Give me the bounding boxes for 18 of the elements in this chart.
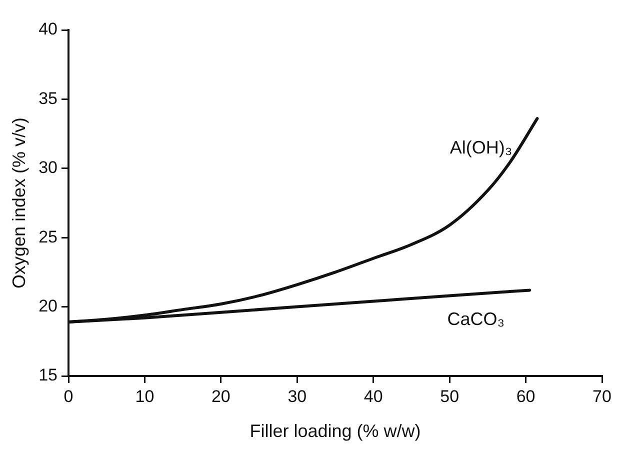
series-label: Al(OH)₃ (450, 138, 512, 158)
series-label: CaCO₃ (447, 309, 505, 330)
x-tick-label: 40 (364, 386, 383, 406)
x-tick-label: 10 (135, 386, 154, 406)
x-tick-label: 70 (592, 386, 612, 406)
x-tick-label: 0 (64, 386, 74, 406)
x-tick-label: 50 (440, 386, 460, 406)
y-tick-label: 40 (38, 20, 58, 39)
y-tick-label: 35 (38, 88, 58, 108)
x-tick-label: 30 (288, 386, 307, 406)
y-tick-label: 25 (38, 227, 58, 246)
y-tick-label: 30 (38, 158, 58, 178)
y-axis-title: Oxygen index (% v/v) (8, 117, 29, 289)
y-tick-label: 20 (38, 296, 58, 316)
x-tick-label: 20 (211, 386, 230, 406)
y-tick-label: 15 (38, 366, 58, 385)
x-axis-title: Filler loading (% w/w) (250, 421, 421, 442)
x-tick-label: 60 (516, 386, 536, 406)
